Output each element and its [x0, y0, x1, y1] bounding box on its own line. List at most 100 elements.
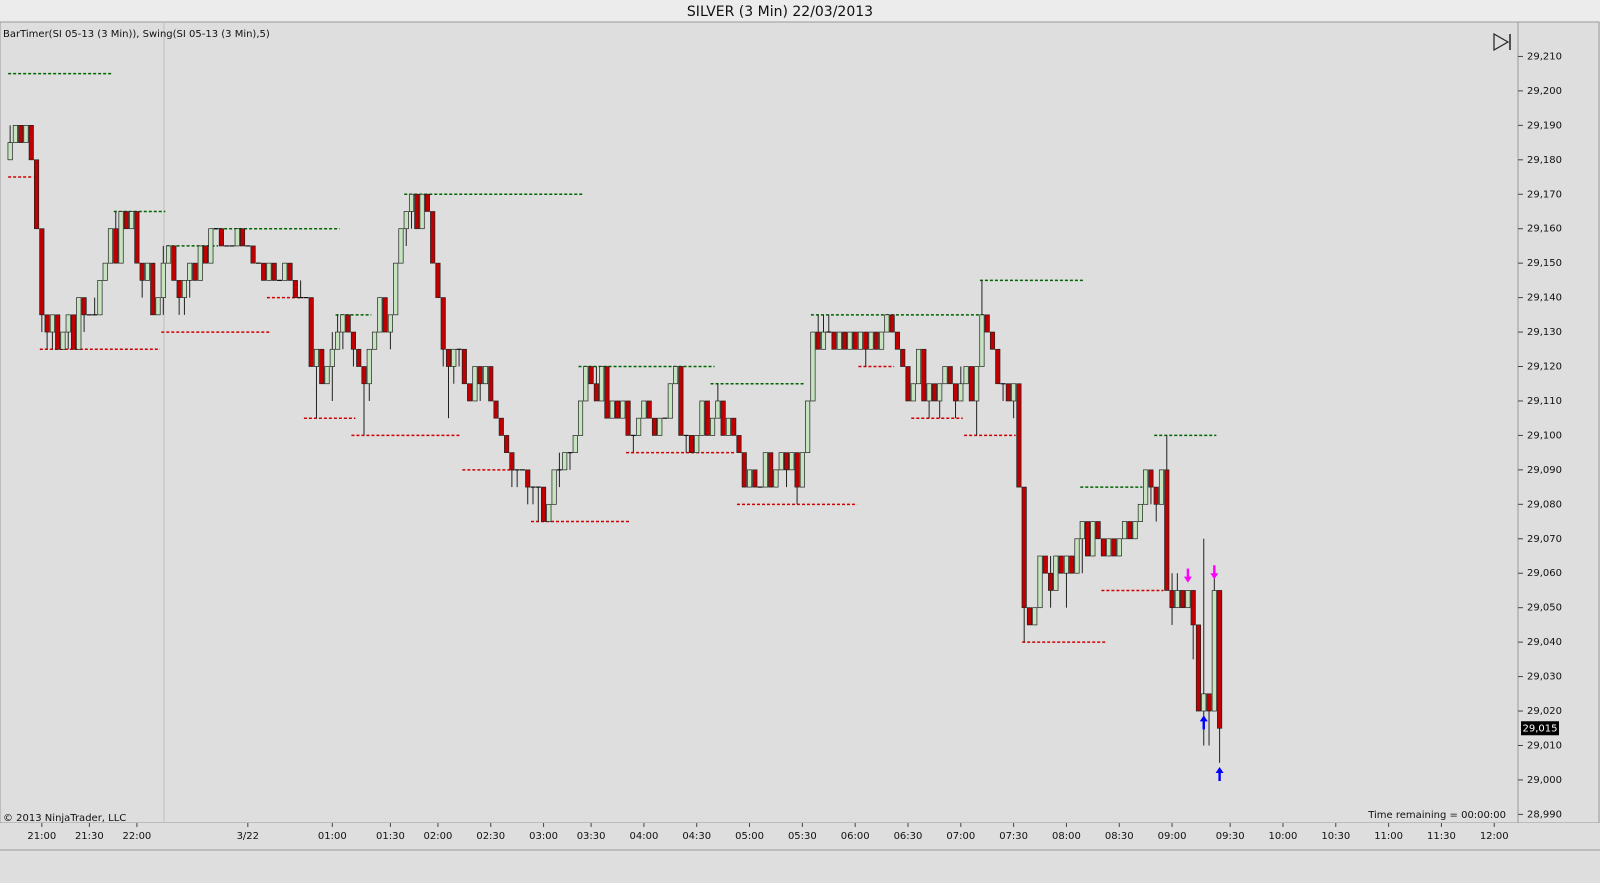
candle-body [894, 331, 900, 350]
candle-body [599, 366, 605, 402]
candle-body [12, 125, 18, 143]
x-tick-label: 07:00 [946, 831, 975, 842]
candle-body [889, 314, 895, 333]
candle-body [398, 228, 404, 264]
candle-body [1005, 383, 1011, 402]
candle-body [1217, 590, 1223, 729]
candle-body [18, 125, 24, 143]
y-tick-label: 29,050 [1527, 603, 1562, 614]
sell-signal [1210, 565, 1219, 580]
candle-body [208, 228, 214, 264]
candle-body [588, 366, 594, 385]
candle-body [593, 383, 599, 402]
candle-body [1058, 555, 1064, 574]
candle-body [7, 142, 13, 161]
candle-body [989, 331, 996, 350]
y-tick-label: 29,000 [1527, 775, 1562, 786]
candle-body [678, 366, 684, 436]
candle-body [366, 348, 372, 385]
candle-body [651, 417, 658, 436]
candle-body [541, 486, 547, 522]
candle-body [546, 503, 552, 522]
candle-body [129, 211, 135, 230]
candle-body [340, 314, 346, 333]
candle-body [1206, 693, 1212, 712]
candle-body [525, 469, 531, 488]
y-tick-label: 29,120 [1527, 362, 1562, 373]
candle-body [49, 314, 55, 333]
candle-body [921, 348, 927, 402]
candle-body [979, 314, 985, 367]
candle-body [694, 435, 700, 453]
candle-body [731, 417, 737, 436]
candle-body [625, 400, 631, 436]
candle-body [350, 331, 356, 350]
play-icon [1493, 32, 1510, 52]
candle-body [1106, 538, 1112, 557]
candle-body [488, 366, 494, 402]
candle-body [287, 262, 293, 281]
candle-body [187, 262, 193, 281]
candle-body [1032, 607, 1038, 626]
candle-body [408, 193, 415, 212]
candle-body [636, 417, 642, 436]
candle-body [963, 366, 969, 385]
candle-body [134, 211, 140, 264]
candle-body [1026, 607, 1033, 626]
candle-body [577, 400, 584, 436]
x-tick-label: 10:30 [1321, 831, 1350, 842]
candle-body [741, 452, 747, 488]
candle-body [1069, 555, 1075, 574]
candle-body [118, 211, 124, 264]
candle-body [1164, 469, 1170, 591]
x-tick-label: 08:30 [1105, 831, 1134, 842]
candle-body [710, 417, 716, 436]
candle-body [609, 400, 615, 419]
plot-area [0, 21, 1519, 824]
candle-body [361, 366, 367, 385]
candle-body [197, 245, 203, 281]
last-price-box [1521, 721, 1559, 736]
candle-body [810, 331, 816, 402]
y-tick-label: 29,180 [1527, 155, 1562, 166]
candle-body [1042, 555, 1048, 574]
candle-body [377, 297, 383, 333]
x-tick-label: 22:00 [122, 831, 151, 842]
candle-body [1085, 521, 1091, 557]
candle-body [430, 211, 436, 264]
candle-body [107, 228, 114, 264]
candle-body [1121, 521, 1128, 540]
y-tick-label: 29,030 [1527, 672, 1562, 683]
candle-body [937, 383, 943, 402]
y-tick-label: 29,100 [1527, 430, 1562, 441]
y-tick-label: 29,080 [1527, 499, 1562, 510]
candle-body [28, 125, 34, 161]
y-tick-label: 29,160 [1527, 224, 1562, 235]
candle-body [778, 452, 784, 471]
candle-body [372, 331, 378, 350]
y-tick-label: 29,110 [1527, 396, 1562, 407]
candle-body [873, 331, 879, 350]
candle-body [820, 331, 827, 350]
candle-body [794, 452, 800, 488]
candle-body [155, 297, 161, 316]
candle-body [467, 383, 473, 402]
x-tick-label: 03:30 [577, 831, 606, 842]
candle-body [789, 452, 795, 471]
candle-body [493, 400, 499, 419]
x-tick-label: 06:00 [841, 831, 870, 842]
x-tick-label: 3/22 [237, 831, 259, 842]
candle-body [673, 366, 679, 385]
candle-body [261, 262, 267, 281]
candle-body [419, 193, 425, 230]
scroll-end-button[interactable] [1490, 32, 1514, 52]
candle-body [905, 366, 911, 402]
candle-body [451, 348, 457, 367]
x-tick-label: 01:30 [376, 831, 405, 842]
candle-body [509, 452, 515, 471]
candle-body [926, 383, 932, 402]
candle-body [952, 383, 959, 402]
candle-body [1127, 521, 1133, 540]
candle-body [857, 331, 864, 350]
candle-body [76, 297, 82, 350]
